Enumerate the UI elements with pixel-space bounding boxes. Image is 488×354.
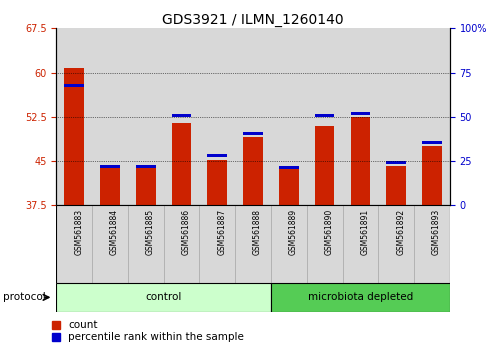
Bar (386, 166, 405, 205)
Bar (306, 205, 342, 283)
Bar (92, 205, 127, 283)
Bar (421, 141, 441, 144)
Bar (235, 205, 270, 283)
Bar (243, 132, 263, 135)
Text: GSM561886: GSM561886 (181, 209, 190, 255)
Text: control: control (145, 292, 182, 302)
Bar (378, 28, 413, 205)
Bar (199, 28, 235, 205)
Legend: count, percentile rank within the sample: count, percentile rank within the sample (52, 320, 244, 342)
Bar (127, 205, 163, 283)
Bar (413, 205, 449, 283)
Bar (100, 166, 120, 205)
Text: GSM561883: GSM561883 (74, 209, 83, 255)
Bar (270, 205, 306, 283)
Bar (56, 283, 270, 312)
Bar (163, 28, 199, 205)
Bar (386, 161, 405, 164)
Bar (127, 28, 163, 205)
Bar (270, 283, 449, 312)
Bar (350, 117, 369, 205)
Text: GSM561885: GSM561885 (145, 209, 154, 255)
Bar (279, 167, 298, 205)
Bar (279, 166, 298, 169)
Text: GSM561891: GSM561891 (360, 209, 368, 255)
Bar (207, 154, 226, 157)
Bar (64, 68, 84, 205)
Bar (163, 205, 199, 283)
Bar (199, 205, 235, 283)
Bar (270, 28, 306, 205)
Text: GSM561893: GSM561893 (431, 209, 440, 256)
Text: GSM561884: GSM561884 (110, 209, 119, 255)
Bar (56, 205, 92, 283)
Bar (235, 28, 270, 205)
Bar (171, 114, 191, 117)
Text: GSM561887: GSM561887 (217, 209, 226, 255)
Bar (306, 28, 342, 205)
Bar (378, 205, 413, 283)
Bar (56, 28, 92, 205)
Text: GSM561890: GSM561890 (324, 209, 333, 256)
Bar (243, 137, 263, 205)
Bar (64, 84, 84, 87)
Text: protocol: protocol (3, 292, 45, 302)
Bar (100, 165, 120, 168)
Bar (207, 160, 226, 205)
Text: GSM561889: GSM561889 (288, 209, 297, 255)
Bar (413, 28, 449, 205)
Bar (314, 126, 334, 205)
Bar (92, 28, 127, 205)
Title: GDS3921 / ILMN_1260140: GDS3921 / ILMN_1260140 (162, 13, 343, 27)
Text: GSM561888: GSM561888 (253, 209, 262, 255)
Bar (171, 123, 191, 205)
Bar (342, 28, 378, 205)
Bar (136, 165, 155, 167)
Bar (342, 205, 378, 283)
Bar (136, 165, 155, 205)
Bar (350, 112, 369, 115)
Bar (421, 146, 441, 205)
Text: microbiota depleted: microbiota depleted (307, 292, 412, 302)
Bar (314, 114, 334, 117)
Text: GSM561892: GSM561892 (395, 209, 405, 255)
